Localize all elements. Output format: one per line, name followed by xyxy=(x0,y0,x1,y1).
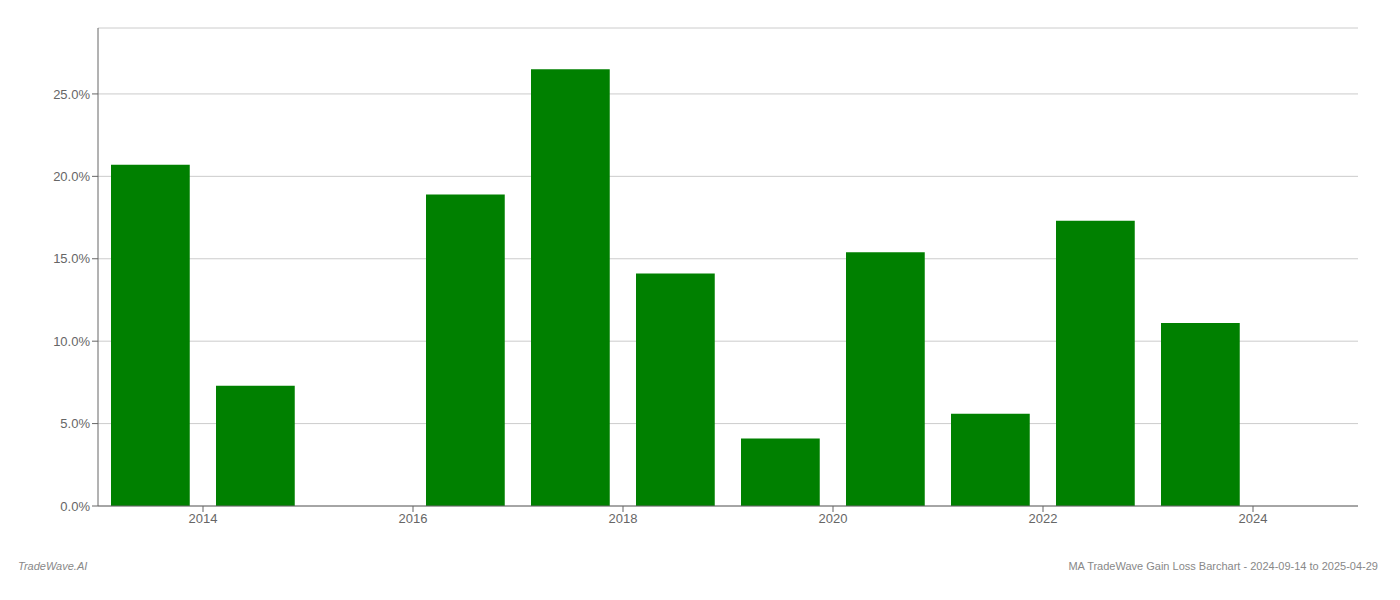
svg-text:2014: 2014 xyxy=(189,511,218,526)
svg-text:2018: 2018 xyxy=(609,511,638,526)
svg-text:2022: 2022 xyxy=(1029,511,1058,526)
svg-text:25.0%: 25.0% xyxy=(53,87,90,102)
svg-text:5.0%: 5.0% xyxy=(60,416,90,431)
html-text:MA TradeWave Gain Loss Barchar: MA TradeWave Gain Loss Barchart - 2024-0… xyxy=(1068,560,1378,572)
svg-text:10.0%: 10.0% xyxy=(53,334,90,349)
svg-text:0.0%: 0.0% xyxy=(60,499,90,514)
svg-text:15.0%: 15.0% xyxy=(53,251,90,266)
svg-text:2016: 2016 xyxy=(399,511,428,526)
svg-text:2020: 2020 xyxy=(819,511,848,526)
svg-text:2024: 2024 xyxy=(1239,511,1268,526)
html-text:TradeWave.AI: TradeWave.AI xyxy=(18,560,88,572)
svg-text:20.0%: 20.0% xyxy=(53,169,90,184)
